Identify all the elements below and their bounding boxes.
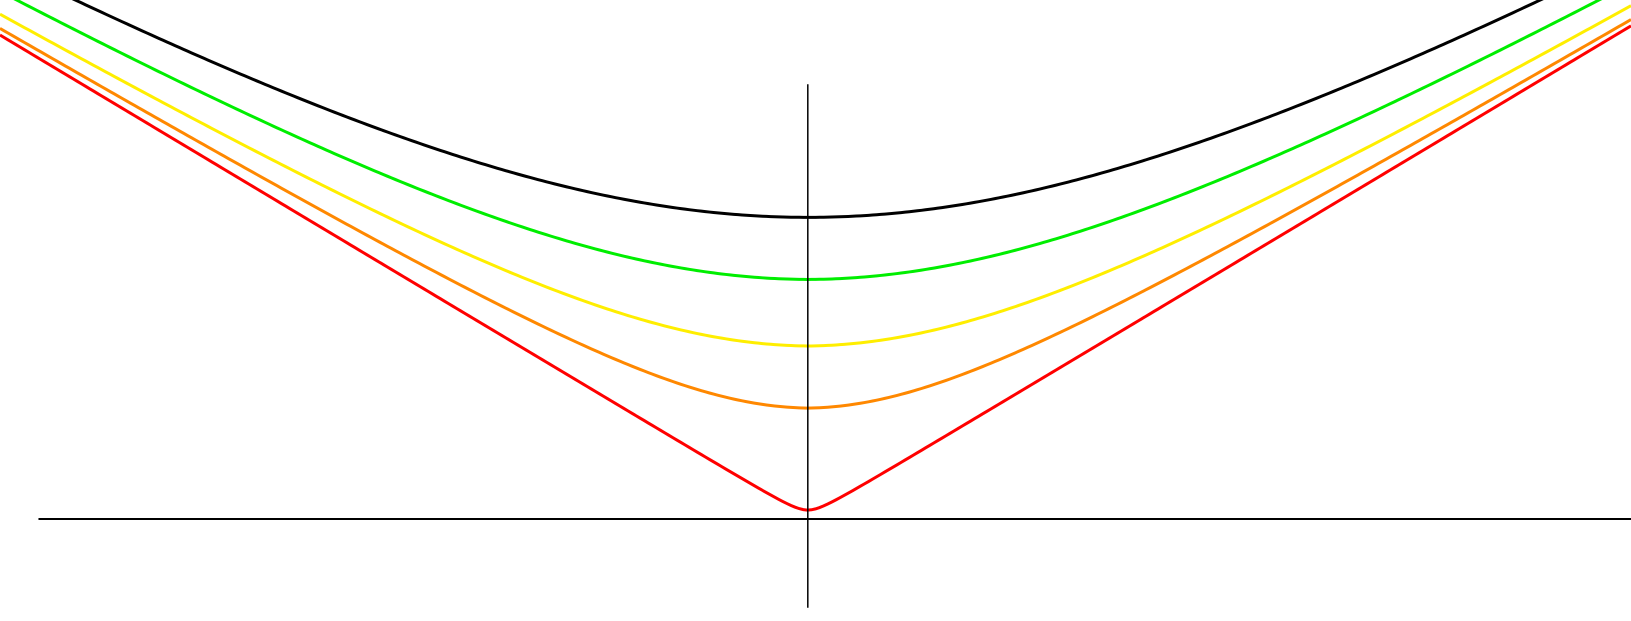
series-line-5	[0, 24, 1631, 512]
series-line-4	[0, 18, 1631, 410]
series-line-2	[13, 0, 1603, 281]
series-line-3	[0, 4, 1631, 348]
axes-group	[38, 84, 1631, 608]
series-group	[0, 0, 1631, 512]
series-line-1	[71, 0, 1544, 219]
